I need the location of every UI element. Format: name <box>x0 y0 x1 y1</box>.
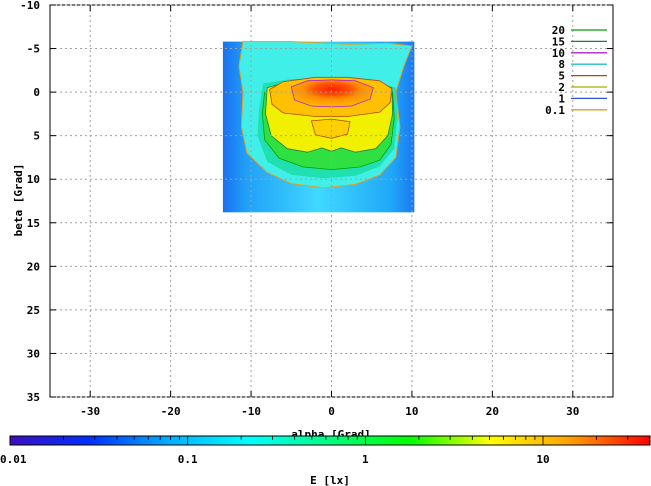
legend-label: 10 <box>552 47 565 60</box>
colorbar-label: E [lx] <box>310 474 350 486</box>
x-tick-label: 20 <box>486 405 499 418</box>
y-tick-label: 30 <box>27 347 40 360</box>
y-tick-label: 15 <box>27 217 40 230</box>
y-tick-label: 35 <box>27 391 40 404</box>
heatmap-region-core <box>290 79 374 108</box>
x-tick-label: -20 <box>161 405 181 418</box>
legend-label: 0.1 <box>545 104 565 117</box>
colorbar <box>9 435 651 446</box>
x-tick-label: 30 <box>566 405 579 418</box>
y-axis-label: beta [Grad] <box>12 164 25 237</box>
legend-label: 20 <box>552 24 565 37</box>
colorbar-ticks: 0.01 0.1 1 10 <box>0 436 651 466</box>
y-tick-label: -5 <box>27 43 40 56</box>
y-tick-label: 5 <box>33 130 40 143</box>
y-tick-label: 25 <box>27 304 40 317</box>
x-tick-label: 0 <box>328 405 335 418</box>
heatmap-lower-spot <box>310 118 351 139</box>
x-tick-label: 10 <box>405 405 418 418</box>
x-tick-label: -30 <box>80 405 100 418</box>
y-tick-label: 0 <box>33 86 40 99</box>
legend-label: 15 <box>552 35 565 48</box>
heatmap <box>222 41 415 213</box>
colorbar-tick-label: 0.1 <box>178 453 198 466</box>
colorbar-tick-label: 0.01 <box>0 453 27 466</box>
y-tick-label: -10 <box>20 0 40 12</box>
colorbar-tick-label: 1 <box>362 453 369 466</box>
colorbar-tick-label: 10 <box>536 453 549 466</box>
legend-label: 2 <box>558 81 565 94</box>
y-tick-label: 10 <box>27 173 40 186</box>
legend-label: 1 <box>558 92 565 105</box>
x-tick-label: -10 <box>241 405 261 418</box>
legend-label: 5 <box>558 70 565 83</box>
y-tick-label: 20 <box>27 260 40 273</box>
x-axis-ticks: -30 -20 -10 0 10 20 30 <box>80 5 579 418</box>
legend-label: 8 <box>558 58 565 71</box>
